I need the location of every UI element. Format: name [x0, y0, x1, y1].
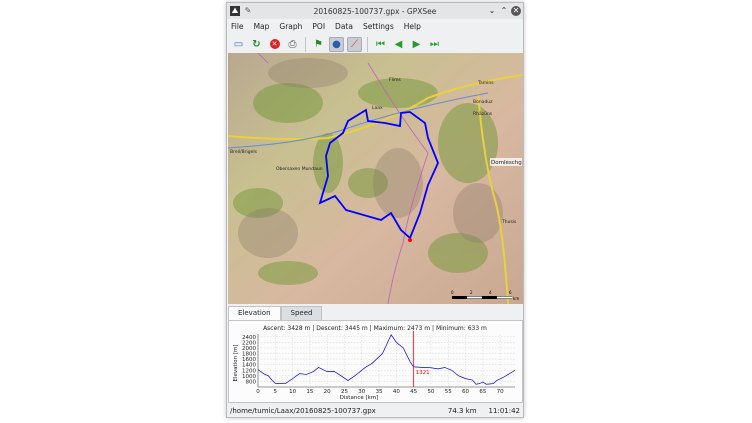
- gps-track: [318, 108, 439, 240]
- pin-icon[interactable]: ✎: [244, 6, 252, 15]
- scale-tick: 6: [509, 290, 512, 295]
- window-title: 20160825-100737.gpx - GPXSee: [313, 6, 437, 16]
- scale-bar: 0 2 4 6 km: [451, 290, 519, 301]
- menu-graph[interactable]: Graph: [279, 21, 303, 31]
- y-tick-label: 1200: [242, 368, 256, 374]
- close-icon[interactable]: ✕: [267, 37, 282, 52]
- menu-settings[interactable]: Settings: [362, 21, 394, 31]
- graph-info: Ascent: 3428 m | Descent: 3445 m | Maxim…: [263, 325, 487, 332]
- previous-icon[interactable]: ◀: [394, 38, 403, 50]
- scale-tick: 0: [451, 290, 454, 295]
- map-label-rhazuns: Rhäzüns: [473, 111, 493, 117]
- file-path: /home/tumic/Laax/20160825-100737.gpx: [230, 407, 376, 415]
- map-label-bonaduz: Bonaduz: [473, 99, 493, 105]
- map-label-laax: Laax: [372, 105, 383, 111]
- status-bar: /home/tumic/Laax/20160825-100737.gpx 74.…: [227, 404, 523, 418]
- x-tick-label: 30: [358, 389, 365, 395]
- map-label-tamins: Tamins: [477, 80, 494, 86]
- reload-icon[interactable]: ↻: [252, 38, 261, 50]
- x-tick-label: 20: [324, 389, 331, 395]
- menu-poi[interactable]: POI: [312, 21, 326, 31]
- menu-bar: File Map Graph POI Data Settings Help: [227, 19, 523, 33]
- elevation-graph[interactable]: Ascent: 3428 m | Descent: 3445 m | Maxim…: [228, 320, 523, 403]
- tab-speed[interactable]: Speed: [280, 306, 323, 320]
- waypoints-icon[interactable]: ⚑: [314, 38, 323, 50]
- shaded-relief: [238, 58, 503, 258]
- print-icon[interactable]: ⎙: [288, 38, 297, 50]
- y-tick-label: 2200: [242, 340, 256, 346]
- toolbar-separator: [367, 36, 368, 52]
- scale-tick: 2: [470, 290, 473, 295]
- toolbar: ▭ ↻ ✕ ⎙ ⚑ ● ⟋ ⏮ ◀ ▶ ⏭: [227, 33, 523, 55]
- road: [477, 92, 509, 304]
- y-axis-label: Elevation [m]: [233, 345, 239, 382]
- x-tick-label: 55: [445, 389, 452, 395]
- map-icon[interactable]: ●: [329, 36, 344, 52]
- y-tick-label: 1400: [242, 363, 256, 369]
- boundary: [257, 53, 429, 304]
- map-label-obersaxen: Obersaxen Mundaun: [276, 166, 323, 172]
- slider-value-label: 1321: [416, 370, 430, 376]
- y-tick-label: 2400: [242, 335, 256, 341]
- x-tick-label: 40: [393, 389, 400, 395]
- toolbar-separator: [305, 36, 306, 52]
- total-time: 11:01:42: [488, 407, 520, 415]
- menu-data[interactable]: Data: [335, 21, 353, 31]
- x-tick-label: 65: [479, 389, 486, 395]
- y-tick-label: 1600: [242, 357, 256, 363]
- map-label-flims: Flims: [389, 77, 401, 83]
- close-window-icon[interactable]: ✕: [511, 6, 521, 16]
- scale-tick: 4: [489, 290, 492, 295]
- maximize-icon[interactable]: ⌃: [500, 6, 508, 15]
- label-background: [490, 158, 522, 166]
- y-tick-label: 1000: [242, 374, 256, 380]
- x-tick-label: 15: [306, 389, 313, 395]
- x-tick-label: 45: [410, 389, 417, 395]
- minimize-icon[interactable]: ⌄: [488, 6, 496, 15]
- elevation-line: [257, 334, 516, 385]
- x-tick-label: 5: [274, 389, 278, 395]
- map-view[interactable]: Laax Flims Tamins Bonaduz Rhäzüns Domles…: [228, 53, 523, 304]
- x-tick-label: 0: [256, 389, 260, 395]
- x-tick-label: 10: [289, 389, 296, 395]
- x-tick-label: 25: [341, 389, 348, 395]
- map-label-breil: Breil/Brigels: [230, 149, 258, 155]
- first-icon[interactable]: ⏮: [376, 38, 385, 50]
- tab-elevation[interactable]: Elevation: [228, 306, 281, 320]
- title-bar: ⛰ ✎ 20160825-100737.gpx - GPXSee ⌄ ⌃ ✕: [227, 3, 523, 19]
- graphs-icon[interactable]: ⟋: [347, 36, 362, 52]
- scale-unit: km: [513, 296, 519, 301]
- river: [228, 92, 489, 149]
- menu-help[interactable]: Help: [403, 21, 421, 31]
- map-label-domleschg: Domleschg: [491, 160, 522, 166]
- menu-map[interactable]: Map: [253, 21, 270, 31]
- x-axis-label: Distance [km]: [340, 395, 379, 401]
- app-window: ⛰ ✎ 20160825-100737.gpx - GPXSee ⌄ ⌃ ✕ F…: [226, 2, 524, 418]
- forest-areas: [233, 78, 498, 285]
- y-tick-label: 800: [246, 379, 257, 385]
- next-icon[interactable]: ▶: [412, 38, 421, 50]
- position-marker: [408, 238, 412, 242]
- last-icon[interactable]: ⏭: [430, 38, 439, 50]
- y-tick-label: 1800: [242, 352, 256, 358]
- graph-tabs: Elevation Speed: [228, 306, 323, 320]
- x-tick-label: 60: [462, 389, 469, 395]
- menu-file[interactable]: File: [231, 21, 244, 31]
- total-distance: 74.3 km: [447, 407, 477, 415]
- x-tick-label: 50: [427, 389, 434, 395]
- x-tick-label: 35: [376, 389, 383, 395]
- app-icon: ⛰: [230, 6, 240, 16]
- x-tick-label: 70: [497, 389, 504, 395]
- y-tick-label: 2000: [242, 346, 256, 352]
- open-icon[interactable]: ▭: [233, 38, 244, 50]
- map-label-thusis: Thusis: [501, 219, 517, 225]
